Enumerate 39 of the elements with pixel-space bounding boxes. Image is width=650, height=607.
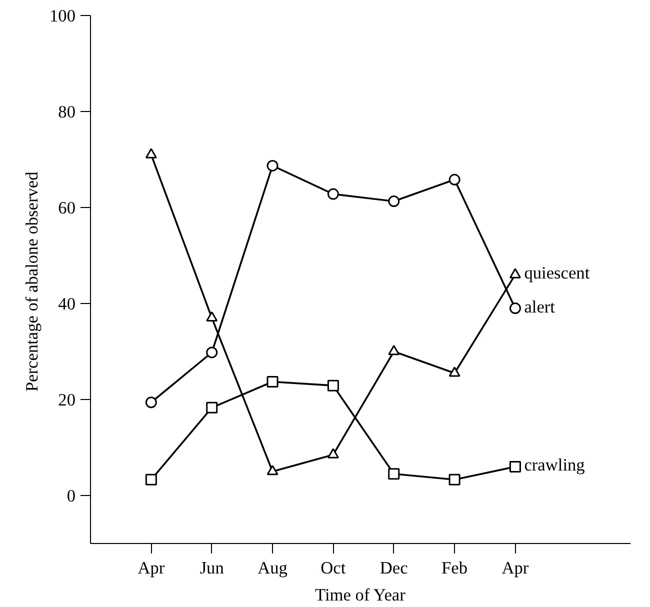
point — [145, 396, 157, 408]
y-tick-label: 60 — [58, 198, 76, 218]
point — [206, 346, 218, 358]
x-axis-title: Time of Year — [315, 586, 406, 604]
y-tick-label: 40 — [58, 294, 76, 314]
y-axis-title: Percentage of abalone observed — [22, 171, 42, 392]
point — [388, 468, 400, 480]
series-label: alert — [524, 297, 556, 316]
y-tick-label: 80 — [58, 102, 76, 122]
x-tick-label: Jun — [200, 558, 224, 578]
x-tick-label: Feb — [442, 558, 468, 578]
point — [448, 174, 460, 186]
point — [327, 448, 339, 458]
y-tick-label: 20 — [58, 390, 76, 410]
x-tick-label: Dec — [380, 558, 408, 578]
x-tick-label: Oct — [320, 558, 346, 578]
point — [145, 148, 157, 158]
point — [266, 464, 278, 476]
point — [388, 344, 400, 356]
series-label: crawling — [524, 456, 586, 475]
point — [206, 311, 218, 322]
point — [509, 460, 521, 472]
x-tick-label: Apr — [502, 558, 529, 578]
series-label: quiescent — [524, 264, 590, 283]
point — [388, 196, 400, 207]
point — [266, 376, 278, 388]
y-tick-label: 100 — [50, 6, 76, 26]
x-tick-label: Aug — [258, 558, 288, 578]
point — [145, 474, 157, 486]
point — [509, 302, 521, 314]
point — [448, 366, 460, 377]
point — [266, 160, 278, 172]
point — [509, 268, 521, 278]
point — [206, 402, 218, 414]
y-tick-label: 0 — [66, 486, 76, 506]
point — [448, 474, 460, 486]
x-tick-label: Apr — [138, 558, 165, 578]
point — [327, 188, 339, 200]
point — [327, 380, 339, 392]
